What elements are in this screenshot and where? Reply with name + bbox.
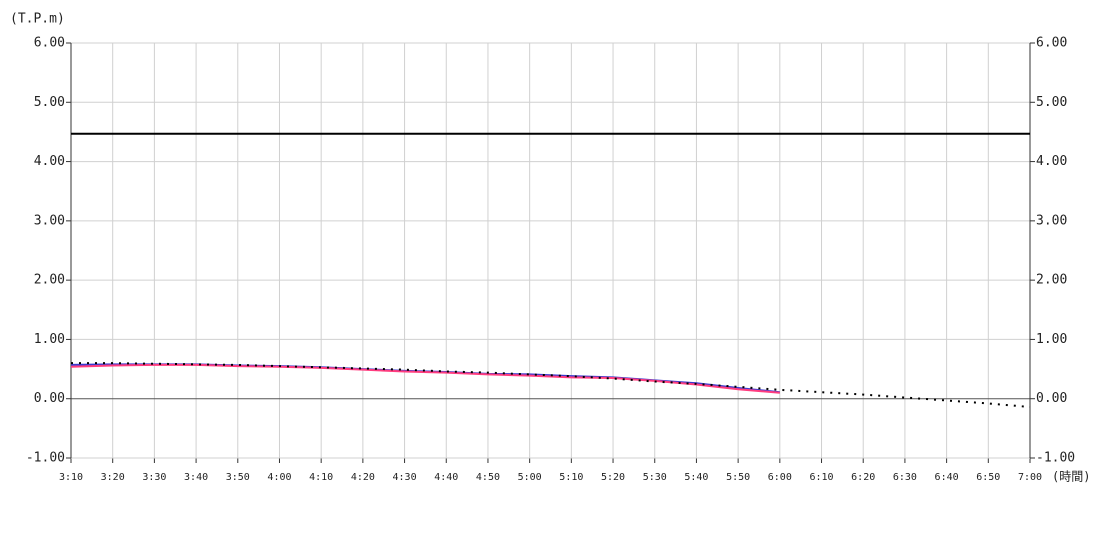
x-tick-label: 6:10 (809, 472, 833, 483)
y-tick-label: 0.00 (34, 391, 65, 406)
y-axis-label: (T.P.m) (10, 12, 65, 27)
x-axis-label: (時間) (1052, 470, 1090, 484)
y2-tick-label: 3.00 (1036, 213, 1067, 228)
x-tick-label: 4:10 (309, 472, 333, 483)
y-tick-label: -1.00 (26, 451, 65, 466)
x-tick-label: 5:50 (726, 472, 750, 483)
x-tick-label: 5:20 (601, 472, 625, 483)
x-tick-label: 7:00 (1018, 472, 1042, 483)
series-line (70, 363, 780, 394)
x-tick-label: 4:50 (476, 472, 500, 483)
x-tick-label: 3:40 (184, 472, 208, 483)
y2-tick-label: 6.00 (1036, 36, 1067, 51)
series-line (70, 363, 780, 394)
x-tick-label: 4:00 (267, 472, 291, 483)
x-tick-label: 3:20 (101, 472, 125, 483)
x-tick-label: 3:10 (59, 472, 83, 483)
x-tick-label: 5:00 (518, 472, 542, 483)
y2-tick-label: 4.00 (1036, 154, 1067, 169)
y-tick-label: 5.00 (34, 95, 65, 110)
x-tick-label: 6:50 (976, 472, 1000, 483)
y2-tick-label: 2.00 (1036, 273, 1067, 288)
y2-tick-label: 5.00 (1036, 95, 1067, 110)
y-tick-label: 6.00 (34, 36, 65, 51)
x-tick-label: 3:30 (142, 472, 166, 483)
x-tick-label: 4:20 (351, 472, 375, 483)
x-tick-label: 6:00 (768, 472, 792, 483)
x-tick-label: 6:30 (893, 472, 917, 483)
x-tick-label: 3:50 (226, 472, 250, 483)
y-tick-label: 3.00 (34, 213, 65, 228)
y-tick-label: 1.00 (34, 332, 65, 347)
x-tick-label: 5:10 (559, 472, 583, 483)
x-tick-label: 4:30 (393, 472, 417, 483)
y2-tick-label: 1.00 (1036, 332, 1067, 347)
series-line (71, 362, 1031, 409)
x-tick-label: 6:20 (851, 472, 875, 483)
y-tick-label: 2.00 (34, 273, 65, 288)
y2-tick-label: 0.00 (1036, 391, 1067, 406)
x-tick-label: 4:40 (434, 472, 458, 483)
x-tick-label: 6:40 (935, 472, 959, 483)
y2-tick-label: -1.00 (1036, 451, 1075, 466)
x-tick-label: 5:30 (643, 472, 667, 483)
y-tick-label: 4.00 (34, 154, 65, 169)
x-tick-label: 5:40 (684, 472, 708, 483)
